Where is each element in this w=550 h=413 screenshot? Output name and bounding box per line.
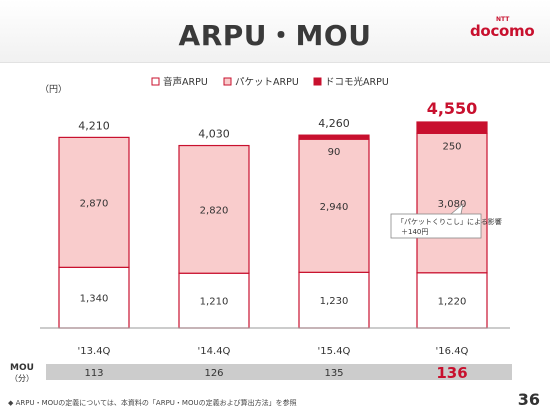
label-hikari-2: 90 xyxy=(328,147,341,158)
label-voice-2: 1,230 xyxy=(320,296,349,307)
legend-swatch-2 xyxy=(313,77,322,86)
label-total-0: 4,210 xyxy=(78,119,110,132)
label-voice-0: 1,340 xyxy=(80,294,109,305)
x-tick-label-2: '15.4Q xyxy=(318,346,351,357)
bar-voice-1 xyxy=(178,272,250,329)
callout-pointer xyxy=(449,202,464,215)
label-voice-1: 1,210 xyxy=(200,297,229,308)
y-unit-label: （円） xyxy=(40,84,67,95)
bar-hikari-3 xyxy=(416,121,488,134)
legend-swatch-1 xyxy=(223,77,232,86)
logo-name: docomo xyxy=(470,22,535,40)
label-total-3: 4,550 xyxy=(427,99,478,118)
label-total-2: 4,260 xyxy=(318,117,350,130)
legend-label-1: パケットARPU xyxy=(235,77,299,88)
page-number: 36 xyxy=(517,390,540,409)
callout-line1: 「パケットくりこし」による影響 xyxy=(397,217,502,226)
bar-voice-3 xyxy=(416,272,488,329)
label-packet-1: 2,820 xyxy=(200,205,229,216)
x-tick-label-3: '16.4Q xyxy=(436,346,469,357)
label-hikari-3: 250 xyxy=(442,141,461,152)
logo-prefix: NTT xyxy=(496,16,510,23)
mou-unit-label: （分） xyxy=(10,374,34,383)
footnote: ◆ ARPU・MOUの定義については、本資料の「ARPU・MOUの定義および算出… xyxy=(8,399,297,407)
mou-value-0: 113 xyxy=(84,368,103,379)
mou-value-2: 135 xyxy=(324,368,343,379)
bar-packet-0 xyxy=(58,136,130,268)
mou-value-1: 126 xyxy=(204,368,223,379)
bar-packet-3 xyxy=(416,132,488,274)
callout-box xyxy=(390,213,482,239)
bar-packet-2 xyxy=(298,138,370,273)
legend-swatch-0 xyxy=(151,77,160,86)
x-tick-label-0: '13.4Q xyxy=(78,346,111,357)
label-packet-3: 3,080 xyxy=(438,199,467,210)
bar-packet-1 xyxy=(178,144,250,274)
callout-line2: ＋140円 xyxy=(401,228,428,236)
title-bar: ARPU・MOU NTT docomo xyxy=(0,0,550,63)
x-tick-label-1: '14.4Q xyxy=(198,346,231,357)
page-title: ARPU・MOU xyxy=(178,19,372,52)
mou-label: MOU xyxy=(10,363,34,373)
label-total-1: 4,030 xyxy=(198,128,230,141)
legend-label-2: ドコモ光ARPU xyxy=(325,76,389,88)
bar-hikari-2 xyxy=(298,134,370,140)
docomo-logo: NTT docomo xyxy=(470,16,542,46)
label-packet-0: 2,870 xyxy=(80,198,109,209)
legend-label-0: 音声ARPU xyxy=(163,76,208,88)
bar-voice-2 xyxy=(298,271,370,329)
mou-value-3: 136 xyxy=(436,364,467,382)
mou-bar xyxy=(46,364,512,380)
label-packet-2: 2,940 xyxy=(320,202,349,213)
label-voice-3: 1,220 xyxy=(438,296,467,307)
